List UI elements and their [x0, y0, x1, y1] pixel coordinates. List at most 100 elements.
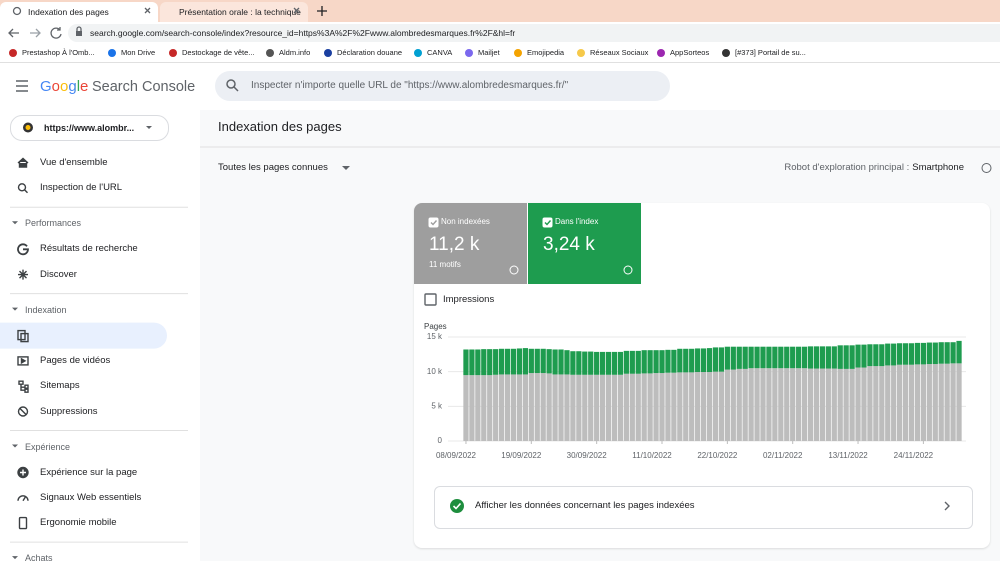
bar-segment	[754, 368, 759, 441]
bar-segment	[950, 342, 955, 363]
bar-segment	[909, 365, 914, 441]
bar-segment	[463, 349, 468, 375]
bar-segment	[707, 348, 712, 372]
bar-segment	[891, 365, 896, 441]
x-tick-label: 08/09/2022	[436, 451, 477, 460]
bar-segment	[701, 348, 706, 372]
bar-segment	[576, 375, 581, 441]
menu-icon[interactable]	[16, 81, 28, 91]
bar-segment	[802, 368, 807, 441]
bar-segment	[683, 372, 688, 441]
icon-shape	[19, 381, 28, 392]
bar-segment	[606, 375, 611, 441]
bar-segment	[814, 369, 819, 441]
bar-segment	[737, 369, 742, 441]
bar-segment	[642, 350, 647, 373]
bar-segment	[630, 351, 635, 374]
y-tick-label: 10 k	[427, 367, 443, 376]
icon-shape	[22, 359, 26, 363]
bar-segment	[897, 343, 902, 364]
bar-segment	[737, 347, 742, 369]
bar-segment	[630, 374, 635, 441]
bar-segment	[956, 341, 961, 363]
bar-segment	[885, 365, 890, 441]
bar-segment	[867, 344, 872, 366]
bar-segment	[939, 342, 944, 363]
bar-segment	[879, 366, 884, 441]
nav-icon	[18, 159, 28, 168]
x-tick-label: 30/09/2022	[567, 451, 608, 460]
bar-segment	[915, 343, 920, 364]
bar-segment	[505, 374, 510, 441]
bar-segment	[517, 374, 522, 441]
section-toggle[interactable]	[12, 445, 18, 448]
x-tick-label: 02/11/2022	[763, 451, 803, 460]
bar-segment	[820, 346, 825, 368]
bar-segment	[511, 374, 516, 441]
nav-icon	[18, 496, 28, 501]
bar-segment	[653, 373, 658, 441]
section-toggle[interactable]	[12, 221, 18, 224]
bar-segment	[665, 373, 670, 441]
bar-segment	[778, 368, 783, 441]
bar-segment	[695, 372, 700, 441]
bar-segment	[719, 372, 724, 441]
sidebar	[0, 159, 188, 560]
link-icons	[450, 499, 949, 513]
bar-segment	[463, 375, 468, 441]
bar-segment	[838, 369, 843, 441]
section-toggle[interactable]	[12, 556, 18, 559]
bar-segment	[879, 344, 884, 366]
x-tick-label: 22/10/2022	[697, 451, 738, 460]
browser-icons	[9, 6, 327, 38]
bar-segment	[915, 364, 920, 441]
bar-segment	[861, 368, 866, 441]
section-toggle[interactable]	[12, 308, 18, 311]
bar-segment	[648, 373, 653, 441]
bar-segment	[582, 375, 587, 441]
bar-segment	[475, 349, 480, 375]
bar-segment	[677, 349, 682, 373]
icon-shape	[18, 496, 28, 501]
bar-segment	[612, 352, 617, 375]
bar-segment	[838, 345, 843, 369]
bar-segment	[725, 347, 730, 370]
bar-segment	[956, 363, 961, 441]
bar-segment	[909, 343, 914, 364]
bar-segment	[778, 347, 783, 368]
nav-icon	[18, 468, 28, 478]
nav-icon	[19, 407, 28, 416]
bar-segment	[689, 372, 694, 441]
nav-icon	[18, 357, 28, 365]
bar-segment	[903, 365, 908, 441]
nav-icon	[18, 244, 28, 254]
bar-segment	[826, 346, 831, 368]
bar-segment	[653, 350, 658, 373]
bar-segment	[558, 374, 563, 441]
bar-segment	[541, 373, 546, 441]
bar-segment	[671, 373, 676, 441]
nav-icon	[19, 381, 28, 392]
bar-segment	[790, 368, 795, 441]
bar-segment	[642, 373, 647, 441]
bar-segment	[517, 348, 522, 374]
bookmark-icon	[9, 49, 17, 57]
bookmark-icon	[169, 49, 177, 57]
y-tick-label: 0	[438, 436, 443, 445]
bookmark-icon	[324, 49, 332, 57]
icon-shape	[25, 190, 28, 193]
bar-segment	[867, 366, 872, 441]
bookmark-icon	[465, 49, 473, 57]
bar-segment	[766, 368, 771, 441]
bar-segment	[707, 372, 712, 441]
bar-segment	[606, 352, 611, 375]
bar-segment	[671, 350, 676, 373]
y-tick-label: 5 k	[431, 401, 443, 410]
bar-segment	[558, 349, 563, 374]
bar-segment	[891, 344, 896, 366]
bar-segment	[873, 344, 878, 366]
bookmark-icon	[514, 49, 522, 57]
bar-segment	[784, 347, 789, 368]
bar-segment	[701, 372, 706, 441]
bar-segment	[588, 375, 593, 441]
